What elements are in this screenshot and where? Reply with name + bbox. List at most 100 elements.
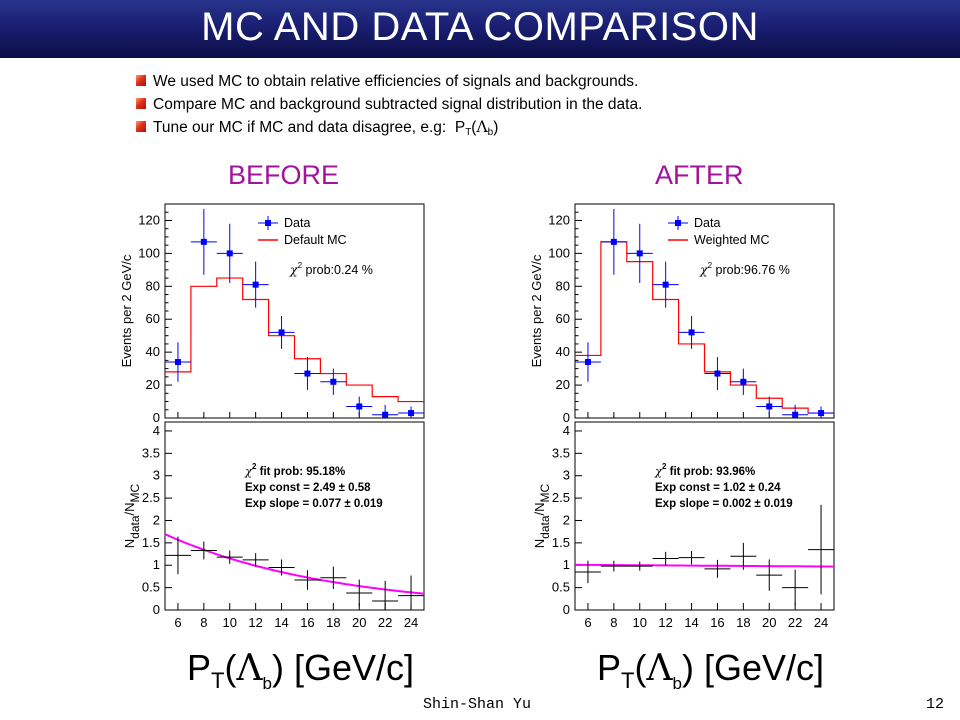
data-point <box>740 378 747 385</box>
data-point <box>662 281 669 288</box>
slide-title: MC AND DATA COMPARISON <box>201 5 759 49</box>
x-tick-label: 24 <box>814 615 828 630</box>
data-point <box>174 359 181 366</box>
mc-histogram-line <box>165 277 424 403</box>
fit-info-line: Exp slope = 0.002 ± 0.019 <box>655 498 793 510</box>
xaxis-label-before: PT(Λb) [GeV/c] <box>187 647 414 693</box>
data-point <box>278 329 285 336</box>
fit-info-text: Exp slope = 0.002 ± 0.019 <box>655 498 793 510</box>
data-point <box>714 370 721 377</box>
bullet-text: Tune our MC if MC and data disagree, e.g… <box>153 119 447 136</box>
chi-symbol: χ <box>654 464 663 478</box>
data-point <box>200 238 207 245</box>
y-tick-label: 0 <box>153 410 160 425</box>
data-point <box>688 329 695 336</box>
legend-mc-label: Default MC <box>284 233 347 247</box>
page-number: 12 <box>926 696 945 713</box>
bullet-text: Compare MC and background subtracted sig… <box>153 96 643 113</box>
data-point <box>304 370 311 377</box>
legend-data-marker <box>675 220 681 226</box>
data-point <box>408 410 415 417</box>
ratio-y-tick-label: 3.5 <box>142 445 160 460</box>
ratio-y-tick-label: 2 <box>153 512 160 527</box>
histogram-y-axis-label: Events per 2 GeV/c <box>119 254 134 367</box>
bullet-item: Compare MC and background subtracted sig… <box>134 93 914 116</box>
legend-mc-label: Weighted MC <box>694 233 770 247</box>
x-tick-label: 18 <box>326 615 340 630</box>
fit-info-line: Exp const = 2.49 ± 0.58 <box>245 482 371 494</box>
y-tick-label: 80 <box>556 278 570 293</box>
x-tick-label: 10 <box>633 615 647 630</box>
ratio-frame <box>574 421 835 611</box>
ratio-ylabel-sub2: MC <box>538 483 552 502</box>
x-tick-label: 20 <box>762 615 776 630</box>
fit-info-text: Exp const = 1.02 ± 0.24 <box>655 482 781 494</box>
fit-info-line: χ2 fit prob: 95.18% <box>244 462 345 478</box>
chi2-prob-annotation: χ2 prob:96.76 % <box>699 261 790 277</box>
chi-sup: 2 <box>298 261 303 270</box>
ratio-y-axis-label: Ndata/NMC <box>532 483 552 548</box>
ratio-y-tick-label: 1.5 <box>142 535 160 550</box>
fit-info-text: fit prob: 93.96% <box>666 466 755 478</box>
legend-data-marker <box>265 220 271 226</box>
chi2-prob-text: prob:0.24 % <box>302 263 373 277</box>
data-point <box>818 410 825 417</box>
x-tick-label: 14 <box>684 615 698 630</box>
ratio-ylabel-n: N <box>532 539 547 548</box>
ratio-y-axis-label: Ndata/NMC <box>122 483 142 548</box>
y-tick-label: 100 <box>548 245 570 260</box>
y-tick-label: 0 <box>563 410 570 425</box>
x-tick-label: 24 <box>404 615 418 630</box>
legend-data-label: Data <box>694 216 720 230</box>
x-tick-label: 6 <box>584 615 591 630</box>
data-point <box>636 250 643 257</box>
bullet-item: We used MC to obtain relative efficienci… <box>134 70 914 93</box>
y-tick-label: 60 <box>556 311 570 326</box>
ratio-fit-curve <box>164 533 425 595</box>
x-tick-label: 22 <box>378 615 392 630</box>
bullet-list: We used MC to obtain relative efficienci… <box>134 70 914 139</box>
data-point <box>330 378 337 385</box>
title-bar <box>0 0 960 58</box>
ratio-ylabel-n: N <box>122 539 137 548</box>
data-point <box>610 238 617 245</box>
fit-info-text: Exp const = 2.49 ± 0.58 <box>245 482 371 494</box>
chi-symbol: χ <box>289 262 299 277</box>
ratio-y-tick-label: 2.5 <box>142 490 160 505</box>
y-tick-label: 80 <box>146 278 160 293</box>
data-point <box>584 359 591 366</box>
plot-canvas <box>112 196 442 636</box>
ratio-ylabel-mid: /N <box>532 502 547 515</box>
y-tick-label: 20 <box>146 377 160 392</box>
y-tick-label: 100 <box>138 245 160 260</box>
legend-data-label: Data <box>284 216 310 230</box>
chi2-prob-text: prob:96.76 % <box>712 263 790 277</box>
after-label: AFTER <box>655 160 744 190</box>
ratio-y-tick-label: 4 <box>563 423 570 438</box>
chi-sup: 2 <box>252 462 257 471</box>
chi2-prob-annotation: χ2 prob:0.24 % <box>289 261 373 277</box>
ratio-ylabel-sub2: MC <box>128 483 142 502</box>
x-tick-label: 6 <box>174 615 181 630</box>
data-point <box>382 411 389 418</box>
x-tick-label: 16 <box>710 615 724 630</box>
ratio-y-tick-label: 2 <box>563 512 570 527</box>
histogram-y-axis-label: Events per 2 GeV/c <box>529 254 544 367</box>
chi-symbol: χ <box>699 262 709 277</box>
fit-info-line: Exp slope = 0.077 ± 0.019 <box>245 498 383 510</box>
ratio-y-tick-label: 4 <box>153 423 160 438</box>
data-point <box>252 281 259 288</box>
pt-lambda-b-inline: PT(Λb) <box>454 118 499 138</box>
x-tick-label: 12 <box>658 615 672 630</box>
y-tick-label: 40 <box>556 344 570 359</box>
bullet-marker-icon <box>136 121 146 132</box>
before-label: BEFORE <box>228 160 340 190</box>
bullet-marker-icon <box>136 75 146 86</box>
x-tick-label: 8 <box>610 615 617 630</box>
x-tick-label: 10 <box>223 615 237 630</box>
bullet-text: We used MC to obtain relative efficienci… <box>153 73 639 90</box>
data-point <box>356 403 363 410</box>
ratio-y-tick-label: 3 <box>563 468 570 483</box>
